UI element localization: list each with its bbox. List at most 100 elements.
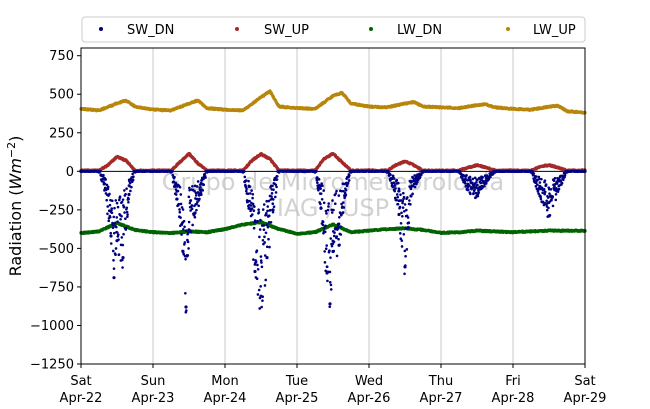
data-point — [173, 175, 176, 179]
data-point — [201, 189, 205, 192]
data-point — [109, 234, 113, 238]
data-point — [102, 173, 105, 177]
data-point — [124, 217, 127, 221]
data-point — [110, 207, 114, 210]
data-points — [79, 89, 587, 314]
data-point — [116, 220, 119, 223]
data-point — [181, 208, 185, 211]
data-point — [191, 185, 194, 188]
data-point — [109, 231, 113, 235]
data-point — [203, 172, 207, 176]
grid-lines — [152, 48, 514, 364]
data-point — [125, 210, 129, 214]
data-point — [114, 247, 118, 250]
data-point — [129, 189, 132, 193]
data-point — [175, 197, 178, 201]
data-point — [184, 305, 188, 309]
watermark-line-2: IAG / USP — [277, 194, 389, 222]
data-point — [198, 197, 201, 201]
data-point — [199, 191, 203, 195]
data-point — [106, 185, 110, 189]
data-point — [185, 309, 188, 312]
data-point — [108, 203, 112, 207]
data-point — [125, 187, 128, 190]
data-point — [187, 247, 190, 250]
data-point — [124, 192, 127, 196]
data-point — [123, 211, 126, 214]
data-point — [184, 291, 187, 295]
data-point — [178, 208, 181, 211]
data-point — [186, 254, 190, 257]
data-point — [119, 217, 122, 221]
data-point — [187, 220, 191, 224]
data-point — [193, 215, 197, 219]
data-point — [328, 302, 332, 306]
data-point — [108, 215, 112, 219]
data-point — [199, 185, 202, 189]
data-point — [111, 249, 115, 253]
data-point — [176, 189, 180, 193]
data-point — [184, 229, 188, 232]
data-point — [190, 204, 194, 207]
data-point — [112, 215, 116, 219]
data-point — [171, 169, 174, 173]
data-point — [183, 241, 187, 244]
data-point — [181, 249, 184, 253]
data-point — [107, 219, 111, 223]
data-point — [179, 202, 183, 206]
data-point — [184, 257, 187, 261]
data-point — [105, 198, 108, 202]
data-point — [121, 243, 125, 247]
data-point — [126, 213, 129, 216]
data-point — [122, 205, 126, 209]
data-point — [113, 222, 117, 225]
data-point — [204, 176, 207, 179]
data-point — [197, 194, 201, 197]
data-point — [120, 214, 123, 218]
data-point — [108, 192, 111, 196]
data-point — [117, 253, 121, 256]
data-point — [202, 183, 206, 187]
data-point — [110, 211, 114, 215]
data-point — [121, 258, 124, 262]
data-point — [187, 231, 190, 234]
data-point — [114, 225, 118, 229]
data-point — [196, 180, 200, 183]
data-point — [253, 269, 257, 274]
data-point — [114, 199, 118, 202]
data-point — [110, 199, 114, 203]
data-point — [189, 199, 193, 202]
data-point — [116, 205, 120, 209]
data-point — [190, 207, 194, 211]
data-point — [127, 200, 130, 204]
data-point — [131, 172, 134, 176]
data-point — [174, 193, 178, 196]
data-point — [117, 233, 120, 237]
data-point — [194, 194, 198, 197]
data-point — [178, 185, 182, 189]
data-point — [195, 208, 198, 212]
data-point — [179, 216, 182, 219]
data-point — [114, 253, 117, 256]
data-point — [188, 201, 192, 205]
data-point — [130, 185, 133, 189]
data-point — [125, 206, 129, 210]
data-point — [127, 197, 130, 201]
data-point — [99, 169, 102, 173]
data-point — [191, 223, 194, 227]
data-point — [112, 231, 116, 235]
data-point — [177, 202, 181, 206]
data-point — [183, 225, 186, 229]
data-point — [126, 215, 129, 219]
data-point — [192, 213, 196, 217]
data-point — [112, 276, 116, 280]
data-point — [397, 212, 401, 217]
data-point — [106, 205, 110, 208]
data-point — [189, 230, 193, 233]
data-point — [182, 228, 185, 231]
data-point — [118, 195, 122, 199]
data-point — [104, 178, 107, 181]
data-point — [187, 195, 191, 199]
data-point — [124, 226, 128, 230]
